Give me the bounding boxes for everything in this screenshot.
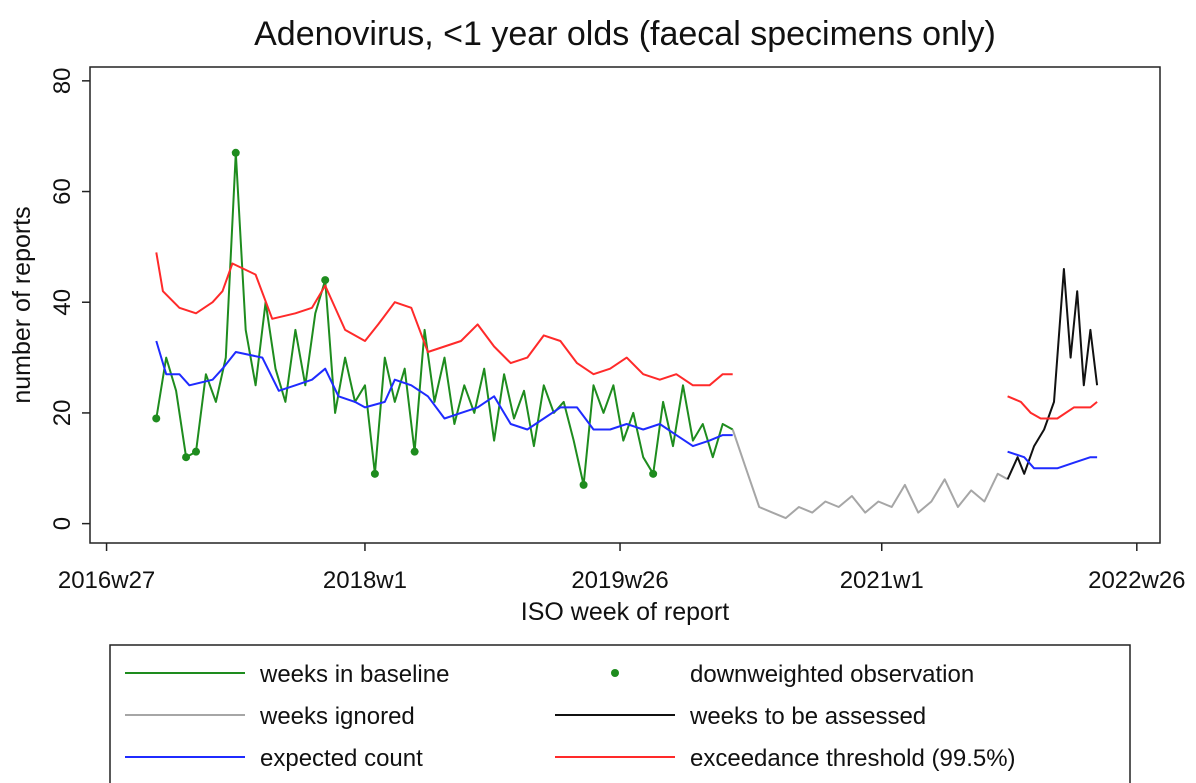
legend-label: downweighted observation <box>690 661 974 688</box>
data-point <box>152 414 161 423</box>
data-point <box>410 447 419 456</box>
legend-marker <box>611 669 619 677</box>
legend-label: expected count <box>260 745 423 772</box>
x-tick-label: 2019w26 <box>571 567 668 594</box>
x-tick-label: 2018w1 <box>323 567 407 594</box>
x-tick-label: 2021w1 <box>840 567 924 594</box>
series-line <box>155 151 734 486</box>
data-point <box>649 469 658 478</box>
x-axis-label: ISO week of report <box>521 598 729 626</box>
x-tick-label: 2016w27 <box>58 567 155 594</box>
y-tick-label: 80 <box>49 67 76 94</box>
data-point <box>370 469 379 478</box>
data-point <box>579 480 588 489</box>
series-line <box>1006 268 1099 480</box>
legend-label: weeks in baseline <box>259 661 449 688</box>
y-tick-label: 0 <box>49 517 76 530</box>
series-line <box>731 429 1009 520</box>
data-point <box>192 447 201 456</box>
plot-frame <box>89 66 1161 544</box>
legend-label: weeks ignored <box>259 703 415 730</box>
x-tick-label: 2022w26 <box>1088 567 1185 594</box>
y-tick-label: 60 <box>49 178 76 205</box>
y-tick-label: 20 <box>49 400 76 427</box>
y-axis-label: number of reports <box>8 206 36 403</box>
legend-label: weeks to be assessed <box>689 703 926 730</box>
series-line <box>155 252 1098 420</box>
legend-label: exceedance threshold (99.5%) <box>690 745 1016 772</box>
y-tick-label: 40 <box>49 289 76 316</box>
series-line <box>155 340 1098 470</box>
chart-title: Adenovirus, <1 year olds (faecal specime… <box>254 15 996 53</box>
data-point <box>321 276 330 285</box>
data-point <box>182 453 191 462</box>
data-point <box>231 148 240 157</box>
